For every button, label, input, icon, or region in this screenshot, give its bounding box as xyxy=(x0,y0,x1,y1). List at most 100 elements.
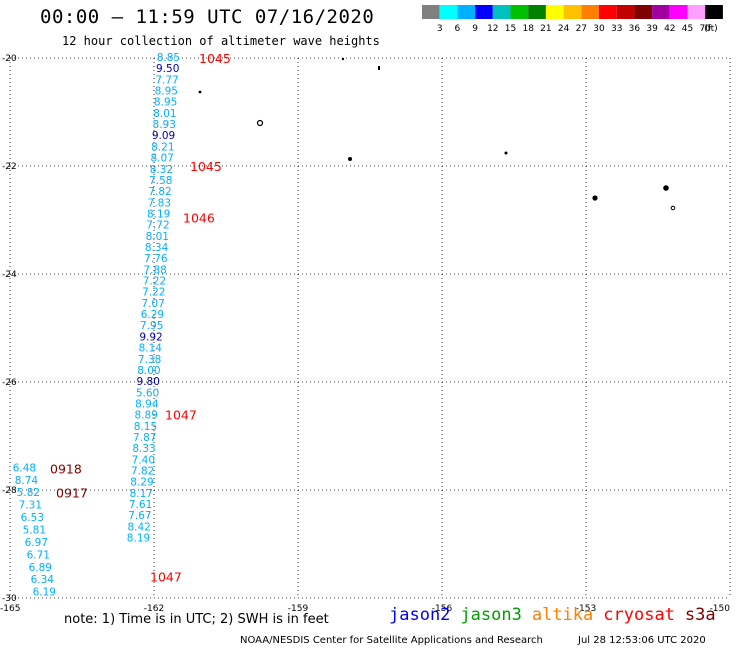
scale-label: (ft) xyxy=(704,24,718,34)
swh-value: 8.89 xyxy=(134,410,157,422)
x-tick-label: -156 xyxy=(432,604,453,614)
pass-time-label: 1046 xyxy=(183,210,215,225)
swh-value: 8.19 xyxy=(147,208,170,220)
swh-value: 7.22 xyxy=(143,276,166,288)
wave-height-values: 8.859.507.778.958.958.018.939.098.218.07… xyxy=(13,52,180,599)
swh-value: 7.07 xyxy=(141,298,164,310)
scale-swatch xyxy=(475,5,493,19)
swh-value: 8.85 xyxy=(157,52,180,64)
swh-value: 8.29 xyxy=(130,477,153,489)
swh-value: 9.80 xyxy=(137,376,160,388)
swh-value: 7.77 xyxy=(155,74,178,86)
swh-value: 6.71 xyxy=(27,549,50,561)
scale-swatch xyxy=(422,5,440,19)
swh-value: 8.94 xyxy=(135,398,159,410)
scale-swatch xyxy=(705,5,723,19)
scale-swatch xyxy=(510,5,529,19)
swh-value: 7.82 xyxy=(148,186,171,198)
swh-value: 7.61 xyxy=(129,499,152,511)
scale-label: 9 xyxy=(472,24,478,34)
scale-swatch xyxy=(634,5,653,19)
island-marker xyxy=(592,195,598,201)
note-text: note: 1) Time is in UTC; 2) SWH is in fe… xyxy=(64,612,329,627)
chart-title: 00:00 — 11:59 UTC 07/16/2020 xyxy=(40,6,375,28)
scale-swatch xyxy=(599,5,617,19)
swh-value: 6.97 xyxy=(25,537,48,549)
scale-label: 18 xyxy=(522,24,534,34)
swh-value: 8.14 xyxy=(139,343,163,355)
color-scale-labels: 3 6 9 12 15 18 21 24 27 30 33 36 39 42 45 70(ft) xyxy=(437,24,718,34)
legend-cryosat: cryosat xyxy=(603,605,675,625)
swh-value: 8.17 xyxy=(130,488,153,500)
scale-swatch xyxy=(616,5,635,19)
scale-label: 33 xyxy=(611,24,622,34)
swh-value: 8.01 xyxy=(146,231,169,243)
color-scale-bar xyxy=(422,5,723,19)
swh-value: 8.00 xyxy=(137,365,160,377)
swh-value: 7.40 xyxy=(132,454,155,466)
island-marker xyxy=(378,66,380,70)
pass-time-label: 0918 xyxy=(50,461,82,476)
pass-time-label: 1045 xyxy=(190,159,222,174)
scale-swatch xyxy=(581,5,599,19)
x-tick-label: -165 xyxy=(0,604,20,614)
legend-altika: altika xyxy=(531,605,594,625)
swh-value: 8.32 xyxy=(150,164,173,176)
chart-grid xyxy=(9,57,731,599)
legend-jason3: jason3 xyxy=(460,605,522,625)
swh-value: 6.29 xyxy=(141,309,164,321)
scale-swatch xyxy=(652,5,670,19)
credit-text: NOAA/NESDIS Center for Satellite Applica… xyxy=(240,635,543,646)
scale-label: 45 xyxy=(682,24,693,34)
island-marker xyxy=(341,57,345,61)
swh-value: 8.19 xyxy=(127,533,150,545)
y-tick-label: -22 xyxy=(2,162,17,172)
island-marker xyxy=(670,205,676,211)
scale-swatch xyxy=(457,5,476,19)
island-marker xyxy=(256,119,264,127)
swh-value: 8.95 xyxy=(154,97,177,109)
pass-time-label: 1047 xyxy=(150,569,182,584)
swh-value: 8.33 xyxy=(132,443,155,455)
swh-value: 5.82 xyxy=(17,487,40,499)
swh-value: 8.93 xyxy=(153,119,176,131)
swh-value: 7.58 xyxy=(149,175,172,187)
swh-value: 6.19 xyxy=(33,587,56,599)
x-tick-label: -162 xyxy=(144,604,164,614)
island-marker xyxy=(663,185,669,191)
legend-jason2: jason2 xyxy=(389,605,451,625)
swh-value: 7.88 xyxy=(143,264,166,276)
scale-label: 39 xyxy=(646,24,658,34)
scale-label: 24 xyxy=(558,24,570,34)
x-tick-label: -153 xyxy=(576,604,596,614)
swh-value: 8.07 xyxy=(150,153,173,165)
pass-time-label: 0917 xyxy=(56,486,88,501)
island-marker xyxy=(504,151,508,155)
scale-swatch xyxy=(492,5,511,19)
swh-value: 8.15 xyxy=(134,421,157,433)
swh-value: 9.92 xyxy=(139,331,162,343)
swh-value: 7.83 xyxy=(148,197,171,209)
swh-value: 7.87 xyxy=(133,432,156,444)
legend-s3a: s3a xyxy=(684,605,716,625)
scale-label: 6 xyxy=(455,24,461,34)
swh-value: 7.22 xyxy=(142,287,165,299)
swh-value: 9.50 xyxy=(156,63,179,75)
swh-value: 7.38 xyxy=(138,354,161,366)
scale-swatch xyxy=(439,5,458,19)
swh-value: 8.95 xyxy=(155,86,178,98)
y-tick-label: -26 xyxy=(2,378,17,388)
scale-swatch xyxy=(545,5,564,19)
scale-label: 30 xyxy=(593,24,605,34)
swh-value: 7.72 xyxy=(146,220,169,232)
x-tick-label: -150 xyxy=(710,604,731,614)
scale-label: 42 xyxy=(664,24,675,34)
swh-value: 8.42 xyxy=(127,521,150,533)
swh-value: 6.34 xyxy=(31,574,55,586)
credit-date: Jul 28 12:53:06 UTC 2020 xyxy=(578,635,706,646)
y-tick-label: -28 xyxy=(2,486,17,496)
chart-axes: -165 -162 -159 -156 -153 -150 -20 -22 -24 -26 -28 -… xyxy=(0,54,730,614)
swh-value: 7.67 xyxy=(128,510,151,522)
y-tick-label: -30 xyxy=(2,594,17,604)
